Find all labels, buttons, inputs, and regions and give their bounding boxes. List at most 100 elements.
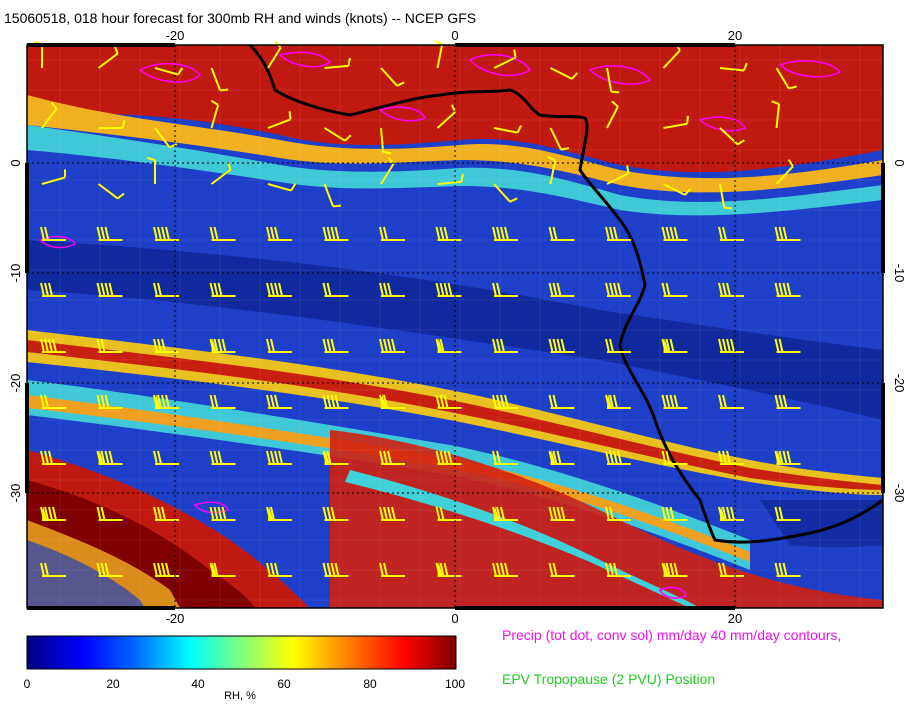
- wind-barb-line: [661, 338, 688, 353]
- lat-label-left-0: 0: [8, 159, 23, 166]
- wind-barb-line: [153, 394, 179, 409]
- wind-barb: [96, 394, 123, 409]
- wind-barb-line: [40, 562, 66, 577]
- wind-barb-line: [379, 506, 405, 521]
- wind-barb-line: [96, 226, 123, 241]
- wind-barb: [492, 226, 518, 241]
- wind-barb-line: [379, 450, 405, 465]
- wind-barb-line: [267, 111, 292, 129]
- wind-barb: [40, 282, 66, 297]
- wind-barb: [324, 57, 351, 69]
- wind-barb-line: [209, 282, 236, 297]
- wind-barb: [435, 506, 462, 521]
- wind-barb: [98, 120, 126, 129]
- wind-barb: [605, 562, 631, 577]
- wind-barb: [40, 562, 66, 577]
- wind-barb-line: [153, 562, 179, 577]
- wind-barb: [661, 562, 688, 577]
- wind-barb: [718, 394, 744, 409]
- wind-barb: [548, 394, 575, 409]
- wind-barb: [379, 282, 405, 297]
- wind-barb: [322, 226, 349, 241]
- colorbar-tick-3: 60: [277, 677, 291, 691]
- wind-barb-line: [661, 282, 688, 297]
- wind-barb: [209, 338, 236, 353]
- wind-barb: [266, 506, 292, 521]
- wind-barb: [606, 100, 619, 129]
- wind-barb-line: [266, 394, 292, 409]
- wind-barb-line: [322, 450, 349, 465]
- lat-label-right-1: -10: [892, 264, 906, 283]
- wind-barb: [379, 450, 405, 465]
- wind-barb: [663, 115, 689, 129]
- wind-barb: [435, 226, 462, 241]
- wind-barb: [435, 338, 462, 353]
- wind-barb: [774, 394, 801, 409]
- wind-barb-line: [266, 450, 292, 465]
- wind-barb-line: [96, 506, 123, 521]
- wind-barb: [661, 226, 688, 241]
- wind-barb: [40, 450, 66, 465]
- wind-barb-line: [154, 127, 178, 149]
- wind-barb-line: [379, 282, 405, 297]
- wind-barb-line: [718, 506, 744, 521]
- wind-barb: [209, 226, 236, 241]
- wind-barb: [774, 338, 801, 353]
- wind-barb-line: [323, 127, 352, 142]
- wind-barb: [548, 450, 575, 465]
- wind-barb-line: [209, 450, 236, 465]
- wind-barb: [266, 226, 292, 241]
- wind-barb: [774, 282, 801, 297]
- wind-barb: [266, 282, 292, 297]
- wind-barb: [379, 226, 405, 241]
- wind-barb: [153, 562, 179, 577]
- wind-barb: [267, 111, 292, 129]
- wind-barb-line: [492, 338, 518, 353]
- wind-barb: [719, 183, 733, 210]
- wind-barb: [434, 40, 444, 69]
- wind-barb: [379, 506, 405, 521]
- wind-barb-line: [435, 394, 462, 409]
- wind-barb: [435, 282, 462, 297]
- wind-barb: [40, 226, 66, 241]
- wind-barb-line: [266, 282, 292, 297]
- lat-label-right-0: 0: [892, 159, 906, 166]
- wind-barb-line: [718, 562, 744, 577]
- wind-barb: [154, 67, 184, 76]
- wind-barb-line: [774, 226, 801, 241]
- wind-barb: [718, 450, 744, 465]
- wind-barb-line: [434, 40, 444, 69]
- wind-barb: [435, 450, 462, 465]
- lon-label-bottom-2: 20: [728, 611, 742, 626]
- wind-barb: [493, 49, 517, 69]
- colorbar-tick-2: 40: [191, 677, 205, 691]
- wind-barb-line: [324, 57, 351, 69]
- wind-barb-line: [40, 282, 66, 297]
- wind-barb-line: [718, 338, 744, 353]
- wind-barb-line: [153, 506, 179, 521]
- wind-barb: [492, 338, 518, 353]
- wind-barb: [719, 62, 748, 72]
- wind-barb: [379, 562, 405, 577]
- wind-barb-line: [379, 338, 405, 353]
- wind-barb: [492, 450, 518, 465]
- wind-barb: [153, 450, 179, 465]
- wind-barb-line: [435, 226, 462, 241]
- wind-barb-line: [774, 282, 801, 297]
- wind-barb: [550, 67, 579, 80]
- wind-barb-line: [605, 562, 631, 577]
- wind-barb: [153, 506, 179, 521]
- wind-barb: [718, 226, 744, 241]
- wind-barb-line: [266, 226, 292, 241]
- wind-barb-line: [322, 338, 349, 353]
- wind-barb: [661, 338, 688, 353]
- wind-barb: [774, 226, 801, 241]
- lon-label-top-0: -20: [166, 28, 185, 43]
- wind-barb: [322, 506, 349, 521]
- wind-barb-line: [154, 67, 184, 76]
- wind-barb: [775, 67, 797, 90]
- wind-barb-line: [435, 450, 462, 465]
- wind-barb-line: [266, 338, 292, 353]
- wind-barb: [548, 226, 575, 241]
